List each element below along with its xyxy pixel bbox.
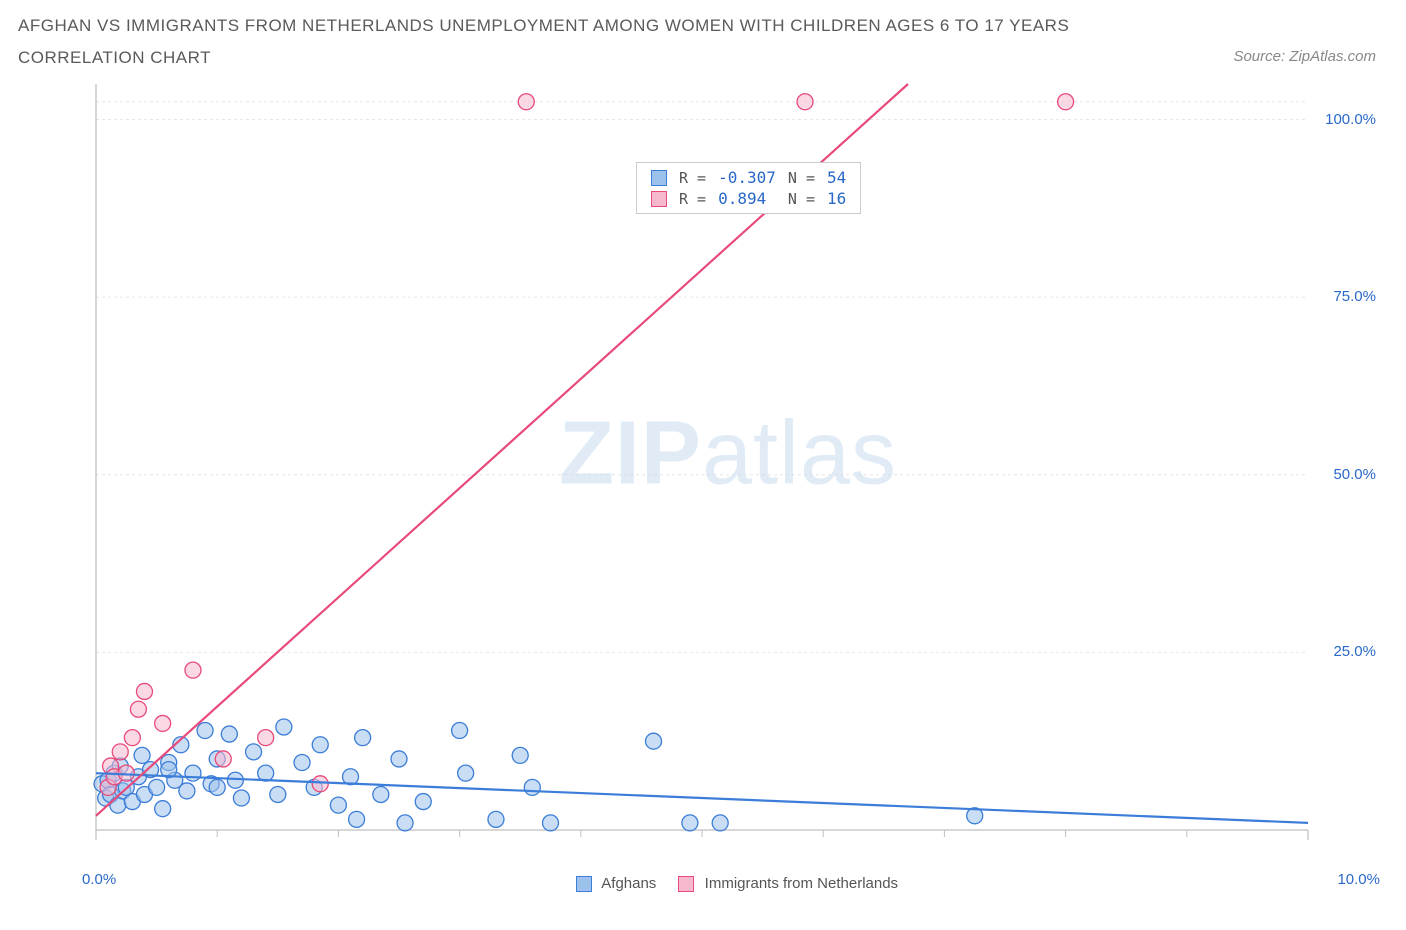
stats-legend-table: R = -0.307 N = 54 R = 0.894 N = 16 [645, 167, 852, 209]
chart-title-line2: CORRELATION CHART [18, 48, 211, 68]
stats-n-label: N = [782, 188, 821, 209]
stats-r-label: R = [673, 188, 712, 209]
legend-swatch-icon [678, 876, 694, 892]
legend-swatch-icon [651, 191, 667, 207]
stats-n-value: 16 [821, 188, 852, 209]
legend-swatch-icon [651, 170, 667, 186]
y-tick-label: 50.0% [1296, 466, 1376, 483]
stats-r-label: R = [673, 167, 712, 188]
stats-n-label: N = [782, 167, 821, 188]
chart-title-line1: AFGHAN VS IMMIGRANTS FROM NETHERLANDS UN… [18, 16, 1069, 36]
legend-series-label: Afghans [601, 875, 656, 892]
stats-legend-row: R = -0.307 N = 54 [645, 167, 852, 188]
stats-r-value: 0.894 [712, 188, 782, 209]
source-attribution: Source: ZipAtlas.com [1233, 48, 1376, 65]
stats-legend-row: R = 0.894 N = 16 [645, 188, 852, 209]
stats-r-value: -0.307 [712, 167, 782, 188]
legend-series-label: Immigrants from Netherlands [705, 875, 898, 892]
y-tick-label: 100.0% [1296, 111, 1376, 128]
y-tick-label: 75.0% [1296, 288, 1376, 305]
series-legend: Afghans Immigrants from Netherlands [88, 875, 1368, 892]
chart-container: Unemployment Among Women with Children A… [60, 80, 1370, 880]
legend-swatch-icon [576, 876, 592, 892]
stats-legend: R = -0.307 N = 54 R = 0.894 N = 16 [636, 162, 861, 214]
plot-area: ZIPatlas R = -0.307 N = 54 R = 0.894 N =… [88, 80, 1368, 860]
y-tick-label: 25.0% [1296, 643, 1376, 660]
stats-n-value: 54 [821, 167, 852, 188]
